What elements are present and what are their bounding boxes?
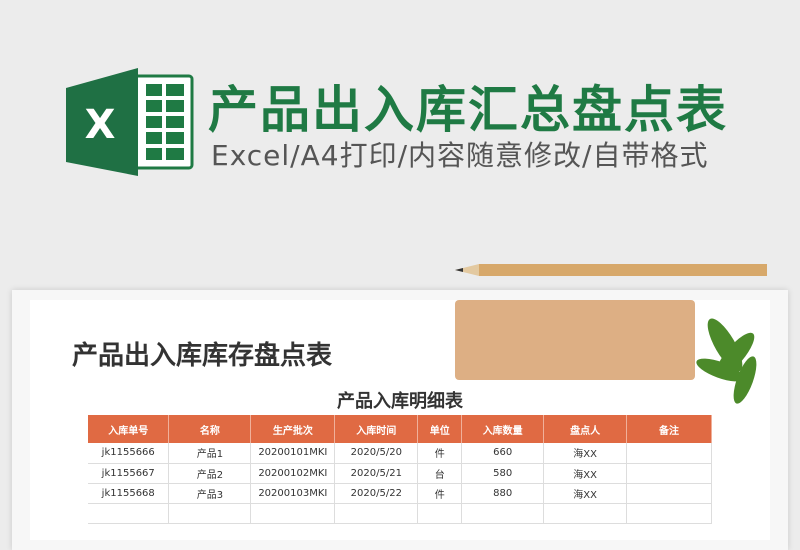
- table-row: jk1155668 产品3 20200103MKI 2020/5/22 件 880 海XX: [88, 483, 712, 504]
- table-cell: [626, 503, 712, 524]
- banner-subtitle: Excel/A4打印/内容随意修改/自带格式: [211, 139, 709, 172]
- table-cell: 件: [417, 443, 463, 464]
- table-cell: [626, 483, 712, 504]
- excel-logo-icon: X: [66, 68, 194, 176]
- table-cell: 产品2: [168, 463, 252, 484]
- table-row: jk1155666 产品1 20200101MKI 2020/5/20 件 660 海XX: [88, 443, 712, 464]
- table-cell: [626, 443, 712, 464]
- column-header: 单位: [417, 415, 463, 443]
- plant-image: [696, 318, 757, 404]
- table-cell: 20200102MKI: [250, 463, 336, 484]
- table-title: 产品入库明细表: [337, 391, 463, 412]
- table-cell: 2020/5/20: [334, 443, 419, 464]
- column-header: 入库时间: [334, 415, 419, 443]
- banner-title: 产品出入库汇总盘点表: [208, 81, 728, 139]
- table-cell: 580: [461, 463, 545, 484]
- table-cell: [461, 503, 545, 524]
- table-cell: 2020/5/21: [334, 463, 419, 484]
- table-cell: 件: [417, 483, 463, 504]
- pencil-image: [455, 264, 767, 276]
- column-header: 盘点人: [543, 415, 628, 443]
- notebook-image: [455, 300, 695, 380]
- table-cell: 海XX: [543, 463, 628, 484]
- table-cell: 海XX: [543, 483, 628, 504]
- table-cell: 660: [461, 443, 545, 464]
- table-cell: 海XX: [543, 443, 628, 464]
- svg-text:X: X: [85, 102, 116, 148]
- column-header: 入库单号: [88, 415, 170, 443]
- sheet-title: 产品出入库库存盘点表: [72, 341, 333, 371]
- inbound-table: 入库单号 名称 生产批次 入库时间 单位 入库数量 盘点人 备注 jk11556…: [88, 415, 712, 524]
- column-header: 入库数量: [461, 415, 545, 443]
- table-cell: [334, 503, 419, 524]
- table-cell: 产品1: [168, 443, 252, 464]
- table-cell: 20200103MKI: [250, 483, 336, 504]
- table-cell: 台: [417, 463, 463, 484]
- table-cell: [88, 503, 170, 524]
- table-cell: 2020/5/22: [334, 483, 419, 504]
- table-cell: [543, 503, 628, 524]
- table-header-row: 入库单号 名称 生产批次 入库时间 单位 入库数量 盘点人 备注: [88, 415, 712, 443]
- table-cell: [417, 503, 463, 524]
- table-row: [88, 503, 712, 524]
- column-header: 备注: [626, 415, 712, 443]
- table-cell: jk1155666: [88, 443, 170, 464]
- table-cell: [626, 463, 712, 484]
- table-cell: 20200101MKI: [250, 443, 336, 464]
- table-cell: [250, 503, 336, 524]
- table-cell: jk1155668: [88, 483, 170, 504]
- table-row: jk1155667 产品2 20200102MKI 2020/5/21 台 580 海XX: [88, 463, 712, 484]
- table-cell: [168, 503, 252, 524]
- column-header: 名称: [168, 415, 252, 443]
- table-cell: 880: [461, 483, 545, 504]
- column-header: 生产批次: [250, 415, 336, 443]
- table-cell: jk1155667: [88, 463, 170, 484]
- table-cell: 产品3: [168, 483, 252, 504]
